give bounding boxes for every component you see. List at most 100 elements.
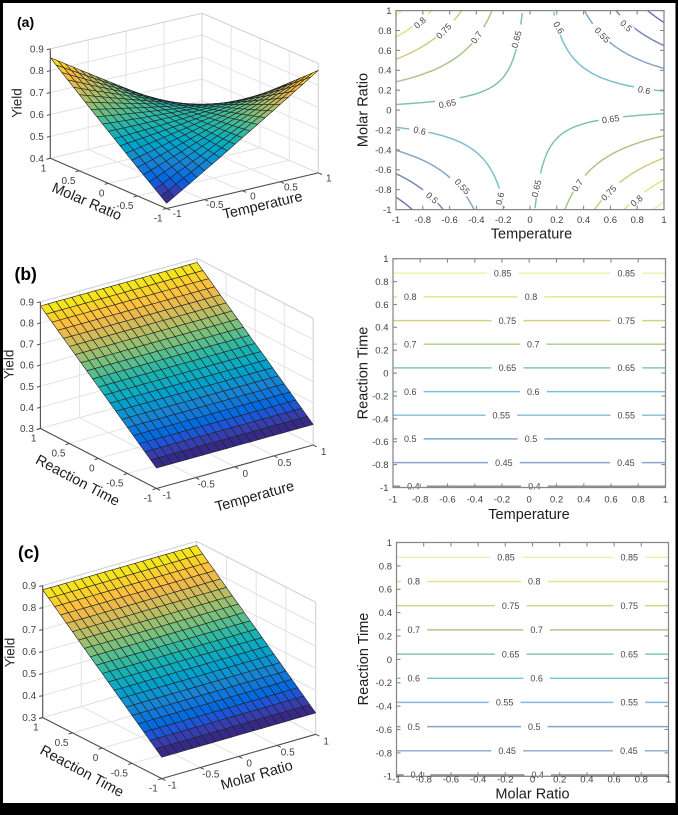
svg-text:-0.8: -0.8 <box>375 185 391 196</box>
svg-text:-0.5: -0.5 <box>111 768 129 779</box>
svg-text:-0.2: -0.2 <box>372 391 388 402</box>
svg-text:0.6: 0.6 <box>30 110 44 121</box>
svg-text:-1: -1 <box>392 775 400 786</box>
svg-text:0: 0 <box>383 369 388 380</box>
svg-text:0.6: 0.6 <box>607 775 620 786</box>
svg-text:-1: -1 <box>389 494 397 505</box>
svg-text:Yield: Yield <box>9 88 24 118</box>
svg-text:0: 0 <box>89 464 95 475</box>
svg-text:0.6: 0.6 <box>404 387 417 397</box>
svg-text:0.8: 0.8 <box>378 26 391 37</box>
svg-text:0.7: 0.7 <box>527 339 540 349</box>
svg-text:0.2: 0.2 <box>553 775 566 786</box>
svg-text:-0.4: -0.4 <box>375 145 391 156</box>
svg-text:Temperature: Temperature <box>488 507 569 523</box>
svg-text:0.65: 0.65 <box>601 113 620 125</box>
svg-text:0.2: 0.2 <box>375 346 388 357</box>
svg-text:0.6: 0.6 <box>527 387 540 397</box>
svg-text:-1: -1 <box>149 784 158 795</box>
svg-text:0.6: 0.6 <box>20 361 34 372</box>
svg-text:0.6: 0.6 <box>530 674 543 684</box>
svg-text:0.5: 0.5 <box>22 669 36 680</box>
svg-text:0.4: 0.4 <box>580 775 593 786</box>
svg-text:0: 0 <box>250 191 256 202</box>
svg-text:0.8: 0.8 <box>30 66 44 77</box>
svg-text:0.65: 0.65 <box>530 179 544 198</box>
svg-text:1: 1 <box>323 736 329 747</box>
svg-text:0.75: 0.75 <box>502 601 520 611</box>
svg-text:1: 1 <box>666 775 671 786</box>
svg-text:0.5: 0.5 <box>525 434 538 444</box>
svg-text:0: 0 <box>530 775 535 786</box>
svg-text:1: 1 <box>387 538 392 549</box>
svg-text:0.45: 0.45 <box>620 746 638 756</box>
svg-text:-0.4: -0.4 <box>467 494 483 505</box>
svg-text:Yield: Yield <box>2 350 17 380</box>
svg-text:0.6: 0.6 <box>604 494 617 505</box>
svg-text:Reaction Time: Reaction Time <box>356 613 372 706</box>
svg-text:(b): (b) <box>15 264 37 284</box>
svg-text:0.2: 0.2 <box>550 494 563 505</box>
svg-text:0.6: 0.6 <box>604 215 617 226</box>
svg-text:0.55: 0.55 <box>621 698 639 708</box>
svg-text:0.6: 0.6 <box>379 585 392 596</box>
svg-text:0.5: 0.5 <box>51 449 65 460</box>
svg-text:0.4: 0.4 <box>407 481 420 491</box>
svg-text:(c): (c) <box>18 543 39 563</box>
svg-text:-1: -1 <box>173 209 182 220</box>
svg-text:1: 1 <box>386 6 391 17</box>
svg-text:0.55: 0.55 <box>493 410 511 420</box>
svg-text:-0.5: -0.5 <box>198 480 216 491</box>
svg-text:0.3: 0.3 <box>22 713 36 724</box>
svg-text:0: 0 <box>386 106 391 117</box>
svg-text:-0.8: -0.8 <box>416 775 432 786</box>
svg-text:0: 0 <box>93 753 99 764</box>
svg-text:0.6: 0.6 <box>22 647 36 658</box>
svg-text:0.4: 0.4 <box>22 691 36 702</box>
svg-text:0.2: 0.2 <box>550 215 563 226</box>
svg-text:-0.8: -0.8 <box>372 460 388 471</box>
svg-text:0.7: 0.7 <box>30 88 44 99</box>
svg-text:-0.6: -0.6 <box>375 165 391 176</box>
svg-text:0.2: 0.2 <box>378 86 391 97</box>
svg-text:1: 1 <box>41 163 47 174</box>
svg-text:0.85: 0.85 <box>621 553 639 563</box>
svg-text:0.6: 0.6 <box>412 124 426 137</box>
svg-text:0.55: 0.55 <box>618 410 636 420</box>
svg-text:0.8: 0.8 <box>379 561 392 572</box>
svg-text:0.75: 0.75 <box>618 316 636 326</box>
svg-text:0.45: 0.45 <box>498 746 516 756</box>
svg-text:-0.6: -0.6 <box>376 725 392 736</box>
svg-text:1: 1 <box>326 174 332 185</box>
svg-text:0.7: 0.7 <box>408 625 421 635</box>
svg-text:0.8: 0.8 <box>528 577 541 587</box>
svg-text:0.5: 0.5 <box>20 382 34 393</box>
svg-text:0.7: 0.7 <box>530 625 543 635</box>
svg-text:-0.5: -0.5 <box>116 201 134 212</box>
svg-text:0.6: 0.6 <box>375 300 388 311</box>
svg-text:0.65: 0.65 <box>618 363 636 373</box>
svg-text:0.65: 0.65 <box>621 649 639 659</box>
svg-text:0.4: 0.4 <box>378 66 391 77</box>
svg-text:0: 0 <box>246 759 252 770</box>
svg-text:-0.4: -0.4 <box>470 775 486 786</box>
svg-text:0.4: 0.4 <box>577 215 590 226</box>
svg-text:0.9: 0.9 <box>30 44 44 55</box>
svg-text:0.4: 0.4 <box>375 323 388 334</box>
svg-text:1: 1 <box>321 447 327 458</box>
svg-text:0: 0 <box>387 655 392 666</box>
svg-text:Molar Ratio: Molar Ratio <box>356 73 372 147</box>
svg-text:0.2: 0.2 <box>379 631 392 642</box>
svg-text:1: 1 <box>31 434 37 445</box>
svg-text:0.5: 0.5 <box>55 738 69 749</box>
svg-text:0.5: 0.5 <box>30 132 44 143</box>
svg-text:-0.8: -0.8 <box>412 494 428 505</box>
svg-text:0: 0 <box>243 469 249 480</box>
svg-text:-1: -1 <box>392 215 400 226</box>
svg-text:0.6: 0.6 <box>378 46 391 57</box>
svg-text:-0.6: -0.6 <box>441 215 457 226</box>
svg-text:0.8: 0.8 <box>408 577 421 587</box>
svg-text:-0.4: -0.4 <box>376 702 392 713</box>
svg-text:0.85: 0.85 <box>497 553 515 563</box>
svg-text:0: 0 <box>527 494 532 505</box>
